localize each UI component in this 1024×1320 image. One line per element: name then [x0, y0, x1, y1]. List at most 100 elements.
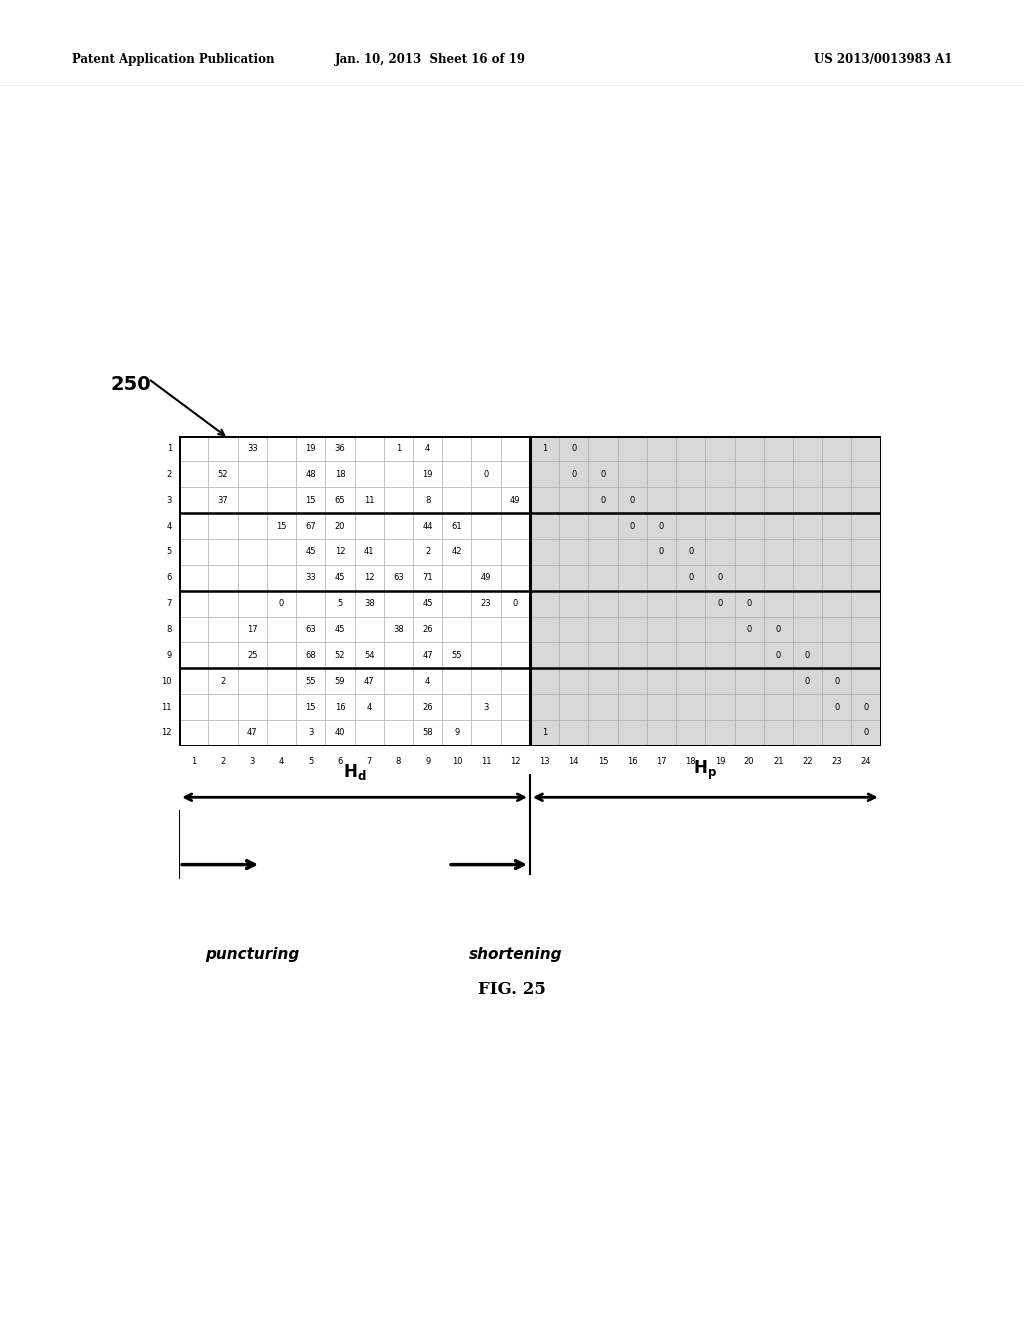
Text: $\mathbf{H_p}$: $\mathbf{H_p}$ — [693, 759, 717, 781]
Text: 52: 52 — [335, 651, 345, 660]
Text: Patent Application Publication: Patent Application Publication — [72, 53, 274, 66]
Text: 12: 12 — [510, 758, 520, 767]
Text: 18: 18 — [685, 758, 696, 767]
Text: 11: 11 — [162, 702, 172, 711]
Text: 26: 26 — [422, 702, 433, 711]
Text: 5: 5 — [167, 548, 172, 557]
Text: 0: 0 — [776, 624, 781, 634]
Text: 59: 59 — [335, 677, 345, 685]
Text: 68: 68 — [305, 651, 316, 660]
Text: 8: 8 — [167, 624, 172, 634]
Text: 23: 23 — [480, 599, 492, 609]
Text: 15: 15 — [276, 521, 287, 531]
Text: 16: 16 — [627, 758, 638, 767]
Text: 45: 45 — [305, 548, 316, 557]
Text: 49: 49 — [481, 573, 492, 582]
Bar — [530, 436, 881, 746]
Text: 38: 38 — [393, 624, 403, 634]
Text: 4: 4 — [425, 444, 430, 453]
Text: 1: 1 — [395, 444, 401, 453]
Text: puncturing: puncturing — [205, 946, 299, 962]
Text: 63: 63 — [393, 573, 403, 582]
Text: 9: 9 — [167, 651, 172, 660]
Text: 49: 49 — [510, 496, 520, 504]
Text: 1: 1 — [542, 729, 547, 738]
Text: 1: 1 — [542, 444, 547, 453]
Text: 3: 3 — [250, 758, 255, 767]
Text: 2: 2 — [220, 677, 225, 685]
Text: US 2013/0013983 A1: US 2013/0013983 A1 — [814, 53, 952, 66]
Text: 25: 25 — [247, 651, 257, 660]
Text: 12: 12 — [162, 729, 172, 738]
Text: 42: 42 — [452, 548, 462, 557]
Text: 47: 47 — [247, 729, 258, 738]
Text: 0: 0 — [688, 573, 693, 582]
Text: 20: 20 — [335, 521, 345, 531]
Text: 4: 4 — [167, 521, 172, 531]
Text: 40: 40 — [335, 729, 345, 738]
Text: 0: 0 — [717, 573, 723, 582]
Text: 2: 2 — [167, 470, 172, 479]
Text: 22: 22 — [803, 758, 813, 767]
Text: 7: 7 — [167, 599, 172, 609]
Text: $\mathbf{H_d}$: $\mathbf{H_d}$ — [343, 762, 367, 781]
Text: 3: 3 — [308, 729, 313, 738]
Text: 0: 0 — [776, 651, 781, 660]
Text: 41: 41 — [364, 548, 375, 557]
Text: 14: 14 — [568, 758, 579, 767]
Text: 0: 0 — [688, 548, 693, 557]
Text: 6: 6 — [167, 573, 172, 582]
Text: 45: 45 — [335, 624, 345, 634]
Text: 0: 0 — [658, 548, 665, 557]
Text: 8: 8 — [395, 758, 401, 767]
Text: 0: 0 — [805, 651, 810, 660]
Text: 7: 7 — [367, 758, 372, 767]
Text: 10: 10 — [162, 677, 172, 685]
Text: 17: 17 — [247, 624, 258, 634]
Text: 0: 0 — [483, 470, 488, 479]
Text: 4: 4 — [279, 758, 284, 767]
Text: 4: 4 — [367, 702, 372, 711]
Text: 24: 24 — [861, 758, 871, 767]
Text: 11: 11 — [364, 496, 375, 504]
Text: 20: 20 — [743, 758, 755, 767]
Text: 6: 6 — [337, 758, 343, 767]
Text: 10: 10 — [452, 758, 462, 767]
Text: 5: 5 — [337, 599, 343, 609]
Text: 61: 61 — [452, 521, 462, 531]
Text: 0: 0 — [863, 702, 868, 711]
Text: 12: 12 — [364, 573, 375, 582]
Text: 54: 54 — [364, 651, 375, 660]
Bar — [179, 436, 530, 746]
Text: 1: 1 — [191, 758, 197, 767]
Text: 19: 19 — [305, 444, 316, 453]
Text: 63: 63 — [305, 624, 316, 634]
Text: 0: 0 — [717, 599, 723, 609]
Text: 1: 1 — [167, 444, 172, 453]
Text: 0: 0 — [600, 496, 605, 504]
Text: 2: 2 — [220, 758, 225, 767]
Text: FIG. 25: FIG. 25 — [478, 982, 546, 998]
Text: 38: 38 — [364, 599, 375, 609]
Text: 23: 23 — [831, 758, 842, 767]
Text: 0: 0 — [746, 624, 752, 634]
Text: 0: 0 — [658, 521, 665, 531]
Text: 52: 52 — [218, 470, 228, 479]
Text: 36: 36 — [335, 444, 345, 453]
Text: 0: 0 — [571, 470, 577, 479]
Text: 15: 15 — [598, 758, 608, 767]
Text: 21: 21 — [773, 758, 783, 767]
Text: 0: 0 — [835, 677, 840, 685]
Text: 0: 0 — [746, 599, 752, 609]
Text: 0: 0 — [279, 599, 284, 609]
Text: 0: 0 — [630, 521, 635, 531]
Text: 67: 67 — [305, 521, 316, 531]
Text: 17: 17 — [656, 758, 667, 767]
Text: 5: 5 — [308, 758, 313, 767]
Text: 37: 37 — [218, 496, 228, 504]
Text: 8: 8 — [425, 496, 430, 504]
Text: 3: 3 — [483, 702, 488, 711]
Text: 0: 0 — [630, 496, 635, 504]
Text: 4: 4 — [425, 677, 430, 685]
Text: 47: 47 — [422, 651, 433, 660]
